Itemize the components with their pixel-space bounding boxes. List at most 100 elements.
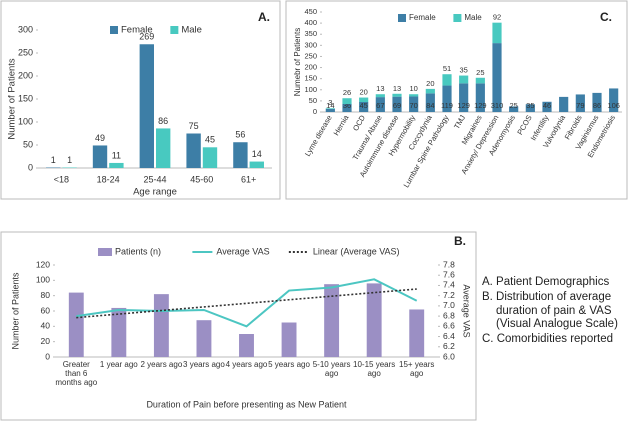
x-tick-box: 4 years ago [226,361,268,369]
data-label: 35 [526,101,534,110]
bar-segment [559,96,569,112]
x-tick-label: 3 years ago [183,361,225,369]
y-tick-label: 100 [18,116,33,126]
y-tick-label: 60 [41,305,51,315]
y-tick-label: 250 [304,51,317,60]
y2-tick-label: 7.4 [443,280,455,290]
bar-segment [592,92,602,112]
data-label: 3 [328,98,332,107]
bar [233,142,248,168]
y2-axis-label: Average VAS [462,284,472,337]
panel-label: A. [258,10,270,24]
data-label: 25 [509,101,517,110]
x-tick-box: 15+ years ago [399,361,435,378]
bar-segment [542,101,552,112]
data-label: 269 [139,32,154,42]
legend-swatch [98,248,112,256]
bar [324,284,340,357]
bar-segment [425,88,435,94]
legend-label: Female [409,13,436,22]
data-label: 75 [189,121,199,131]
y-tick-label: 200 [18,70,33,80]
x-tick-label: 25-44 [143,174,166,184]
y2-tick-label: 6.6 [443,321,455,331]
data-label: 129 [457,101,470,110]
legend-label: Male [181,25,202,36]
bar-segment [609,88,619,112]
notes: A. Patient Demographics B. Distribution … [482,276,627,348]
bar-segment [359,102,369,112]
legend-label: Linear (Average VAS) [313,246,400,256]
bar [153,294,169,357]
data-label: 92 [493,13,501,22]
y2-tick-label: 7.6 [443,269,455,279]
x-tick-box: 3 years ago [183,361,225,369]
y-tick-label: 250 [18,47,33,57]
x-tick-label: Greater than 6 months ago [55,361,98,387]
y-tick-label: 50 [309,96,317,105]
y-tick-label: 150 [304,74,317,83]
y-tick-label: 400 [304,18,317,27]
y2-tick-label: 6.0 [443,351,455,361]
data-label: 129 [474,101,487,110]
x-tick-label: OCD [351,113,367,132]
legend-swatch [453,14,462,22]
data-label: 49 [95,133,105,143]
x-tick-label: 15+ years ago [399,361,435,378]
y-tick-label: 100 [36,275,50,285]
bar [196,320,212,357]
y-axis-label: Number of Patients [10,272,20,350]
y2-tick-label: 7.8 [443,259,455,269]
y-axis-label: Number of Patients [7,58,18,140]
data-label: 1 [67,155,72,165]
data-label: 25 [476,68,484,77]
data-label: 56 [235,130,245,140]
legend-label: Female [121,25,153,36]
y-tick-label: 450 [304,7,317,16]
y-tick-label: 100 [304,85,317,94]
bar-segment [475,77,485,84]
bar [202,147,218,168]
y-tick-label: 0 [45,351,50,361]
data-label: 86 [593,101,601,110]
x-tick-label: 1 year ago [99,361,138,369]
y-tick-label: 50 [23,139,33,149]
panel-border [0,0,281,200]
bar-segment [359,97,369,102]
data-label: 51 [443,64,451,73]
data-label: 14 [252,149,262,159]
bar-segment [325,108,335,112]
x-tick-label: 45-60 [190,174,213,184]
bar [249,161,264,168]
y-tick-label: 0 [313,107,317,116]
bar-segment [342,98,352,104]
y2-tick-label: 6.8 [443,310,455,320]
bar-segment [342,104,352,112]
bar-segment [425,93,435,112]
data-label: 84 [426,101,434,110]
y-tick-label: 300 [304,40,317,49]
bar [109,162,124,168]
bar-segment [442,85,452,112]
data-label: 35 [459,66,467,75]
panel-label: C. [600,10,612,24]
data-label: 67 [376,101,384,110]
data-label: 106 [607,101,620,110]
data-label: 26 [343,88,351,97]
x-tick-label: Hernia [332,113,351,137]
x-tick-box: Greater than 6 months ago [55,361,98,387]
data-label: 11 [112,150,121,160]
bar-segment [409,94,419,97]
x-tick-box: 5-10 years ago [313,361,351,378]
y2-tick-label: 6.4 [443,331,455,341]
bar [239,334,254,357]
x-axis-label: Age range [133,187,177,198]
bar-segment [392,93,402,97]
bar [68,292,84,357]
data-label: 45 [359,101,367,110]
panel-label: B. [454,234,466,248]
y2-tick-label: 6.2 [443,341,455,351]
legend-label: Average VAS [216,246,269,256]
